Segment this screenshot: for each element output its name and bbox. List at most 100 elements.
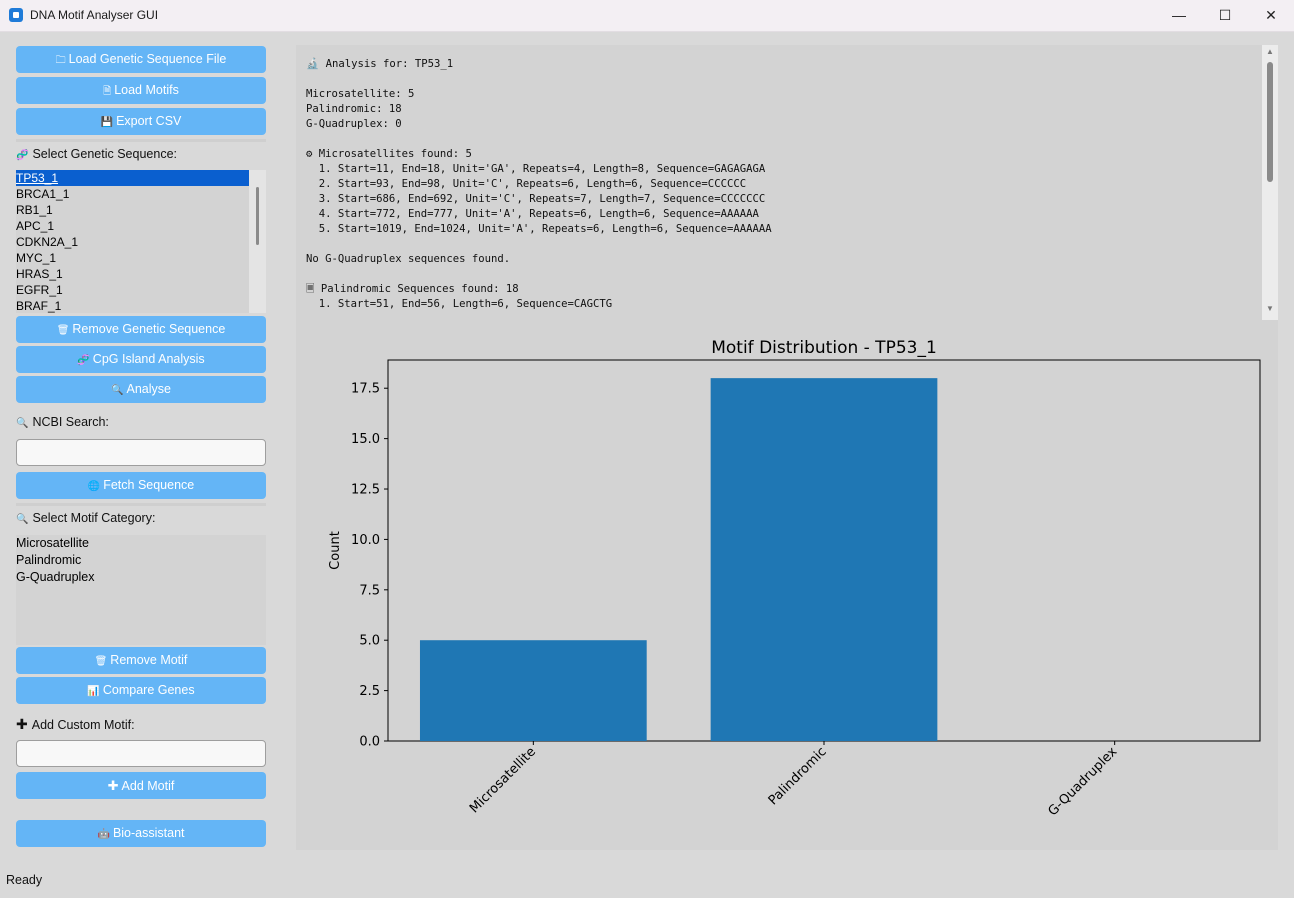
sequence-item[interactable]: TP53_1 bbox=[16, 170, 249, 186]
document-icon: 🗎 bbox=[103, 86, 112, 97]
bar bbox=[710, 378, 938, 741]
cpg-island-label: CpG Island Analysis bbox=[92, 352, 205, 366]
result-line: Palindromic: 18 bbox=[306, 103, 402, 115]
fetch-sequence-label: Fetch Sequence bbox=[103, 478, 195, 492]
result-line: 1. Start=11, End=18, Unit='GA', Repeats=… bbox=[306, 163, 766, 175]
sequence-item[interactable]: APC_1 bbox=[16, 219, 55, 233]
result-line: 3. Start=686, End=692, Unit='C', Repeats… bbox=[306, 193, 766, 205]
result-line: 2. Start=93, End=98, Unit='C', Repeats=6… bbox=[306, 178, 747, 190]
sequence-item[interactable]: HRAS_1 bbox=[16, 267, 63, 281]
scrollbar-thumb[interactable] bbox=[256, 187, 259, 245]
result-line: 1. Start=51, End=56, Length=6, Sequence=… bbox=[306, 298, 613, 310]
scroll-down-arrow-icon[interactable]: ▼ bbox=[1266, 304, 1274, 313]
bio-assistant-label: Bio-assistant bbox=[112, 826, 185, 840]
sequence-item[interactable]: BRCA1_1 bbox=[16, 187, 70, 201]
bio-assistant-button[interactable]: 🤖 Bio-assistant bbox=[16, 820, 266, 847]
maximize-button[interactable]: ☐ bbox=[1218, 7, 1232, 23]
analyse-label: Analyse bbox=[126, 382, 171, 396]
result-line: No G-Quadruplex sequences found. bbox=[306, 253, 511, 265]
remove-sequence-label: Remove Genetic Sequence bbox=[72, 322, 226, 336]
y-tick-label: 17.5 bbox=[351, 382, 380, 397]
divider bbox=[16, 139, 266, 142]
y-tick-label: 12.5 bbox=[351, 483, 380, 498]
plus-icon: ✚ bbox=[16, 716, 28, 732]
motif-category-item[interactable]: Palindromic bbox=[16, 553, 82, 567]
result-line: 🔬 Analysis for: TP53_1 bbox=[306, 58, 454, 70]
title-bar: DNA Motif Analyser GUI — ☐ ✕ bbox=[0, 0, 1294, 32]
sequence-item[interactable]: BRAF_1 bbox=[16, 299, 62, 313]
bar bbox=[419, 640, 647, 741]
load-sequence-file-label: Load Genetic Sequence File bbox=[68, 52, 227, 66]
y-tick-label: 0.0 bbox=[359, 735, 380, 750]
remove-sequence-button[interactable]: 🗑 Remove Genetic Sequence bbox=[16, 316, 266, 343]
y-tick-label: 15.0 bbox=[351, 432, 380, 447]
add-motif-label: Add Motif bbox=[121, 779, 175, 793]
search-icon: 🔍 bbox=[111, 385, 124, 396]
load-sequence-file-button[interactable]: 🗀 Load Genetic Sequence File bbox=[16, 46, 266, 73]
sequence-listbox[interactable]: TP53_1 BRCA1_1 RB1_1 APC_1 CDKN2A_1 MYC_… bbox=[16, 170, 266, 313]
results-text[interactable]: 🔬 Analysis for: TP53_1 Microsatellite: 5… bbox=[296, 45, 1262, 320]
result-line: Microsatellite: 5 bbox=[306, 88, 415, 100]
motif-category-item[interactable]: G-Quadruplex bbox=[16, 570, 95, 584]
analyse-button[interactable]: 🔍 Analyse bbox=[16, 376, 266, 403]
trash-icon: 🗑 bbox=[56, 325, 70, 336]
add-motif-button[interactable]: ✚ Add Motif bbox=[16, 772, 266, 799]
select-sequence-text: Select Genetic Sequence: bbox=[32, 147, 177, 161]
chart-title: Motif Distribution - TP53_1 bbox=[711, 338, 937, 358]
save-icon: 💾 bbox=[100, 117, 114, 128]
y-tick-label: 10.0 bbox=[351, 533, 380, 548]
compare-genes-button[interactable]: 📊 Compare Genes bbox=[16, 677, 266, 704]
export-csv-button[interactable]: 💾 Export CSV bbox=[16, 108, 266, 135]
folder-icon: 🗀 bbox=[55, 55, 66, 66]
x-tick-label: G-Quadruplex bbox=[1045, 744, 1120, 819]
motif-category-label: 🔍 Select Motif Category: bbox=[16, 511, 155, 525]
app-icon bbox=[9, 8, 23, 22]
globe-icon: 🌐 bbox=[87, 481, 101, 492]
dna-icon: 🧬 bbox=[77, 355, 90, 366]
robot-icon: 🤖 bbox=[97, 829, 110, 840]
chart-icon: 📊 bbox=[87, 686, 100, 697]
ncbi-search-input[interactable] bbox=[16, 439, 266, 466]
compare-genes-label: Compare Genes bbox=[102, 683, 195, 697]
remove-motif-label: Remove Motif bbox=[110, 653, 188, 667]
dna-icon: 🧬 bbox=[16, 150, 29, 161]
load-motifs-label: Load Motifs bbox=[114, 83, 179, 97]
status-bar: Ready bbox=[6, 873, 43, 887]
sequence-item[interactable]: CDKN2A_1 bbox=[16, 235, 79, 249]
y-axis-label: Count bbox=[328, 531, 343, 570]
minimize-button[interactable]: — bbox=[1172, 7, 1186, 23]
sequence-item[interactable]: MYC_1 bbox=[16, 251, 57, 265]
cpg-island-button[interactable]: 🧬 CpG Island Analysis bbox=[16, 346, 266, 373]
results-scrollbar[interactable]: ▲ ▼ bbox=[1262, 45, 1278, 320]
sequence-list-scrollbar[interactable] bbox=[249, 170, 266, 313]
results-output: 🔬 Analysis for: TP53_1 Microsatellite: 5… bbox=[296, 45, 1262, 312]
y-tick-label: 2.5 bbox=[359, 684, 380, 699]
scrollbar-thumb[interactable] bbox=[1267, 62, 1273, 182]
result-line: ⚙ Microsatellites found: 5 bbox=[306, 148, 472, 160]
motif-chart: Motif Distribution - TP53_1 Microsatellit… bbox=[296, 330, 1278, 850]
custom-motif-label: ✚ Add Custom Motif: bbox=[16, 716, 135, 733]
x-tick-label: Microsatellite bbox=[467, 744, 539, 816]
scroll-up-arrow-icon[interactable]: ▲ bbox=[1266, 47, 1274, 56]
search-icon: 🔍 bbox=[16, 418, 29, 429]
divider bbox=[16, 503, 266, 506]
close-button[interactable]: ✕ bbox=[1265, 7, 1277, 23]
select-sequence-label: 🧬 Select Genetic Sequence: bbox=[16, 147, 177, 161]
result-line: 4. Start=772, End=777, Unit='A', Repeats… bbox=[306, 208, 759, 220]
custom-motif-input[interactable] bbox=[16, 740, 266, 767]
window-title: DNA Motif Analyser GUI bbox=[30, 8, 159, 22]
fetch-sequence-button[interactable]: 🌐 Fetch Sequence bbox=[16, 472, 266, 499]
sequence-item[interactable]: EGFR_1 bbox=[16, 283, 63, 297]
remove-motif-button[interactable]: 🗑 Remove Motif bbox=[16, 647, 266, 674]
custom-motif-text: Add Custom Motif: bbox=[31, 718, 135, 732]
motif-category-item[interactable]: Microsatellite bbox=[16, 536, 89, 550]
export-csv-label: Export CSV bbox=[116, 114, 182, 128]
load-motifs-button[interactable]: 🗎 Load Motifs bbox=[16, 77, 266, 104]
result-line: 🗏 Palindromic Sequences found: 18 bbox=[306, 283, 519, 295]
chart-svg: Motif Distribution - TP53_1 Microsatellit… bbox=[328, 338, 1261, 819]
y-tick-label: 5.0 bbox=[359, 634, 380, 649]
sequence-item[interactable]: RB1_1 bbox=[16, 203, 53, 217]
motif-category-text: Select Motif Category: bbox=[32, 511, 156, 525]
ncbi-search-text: NCBI Search: bbox=[32, 415, 109, 429]
motif-category-listbox[interactable]: Microsatellite Palindromic G-Quadruplex bbox=[16, 535, 266, 645]
